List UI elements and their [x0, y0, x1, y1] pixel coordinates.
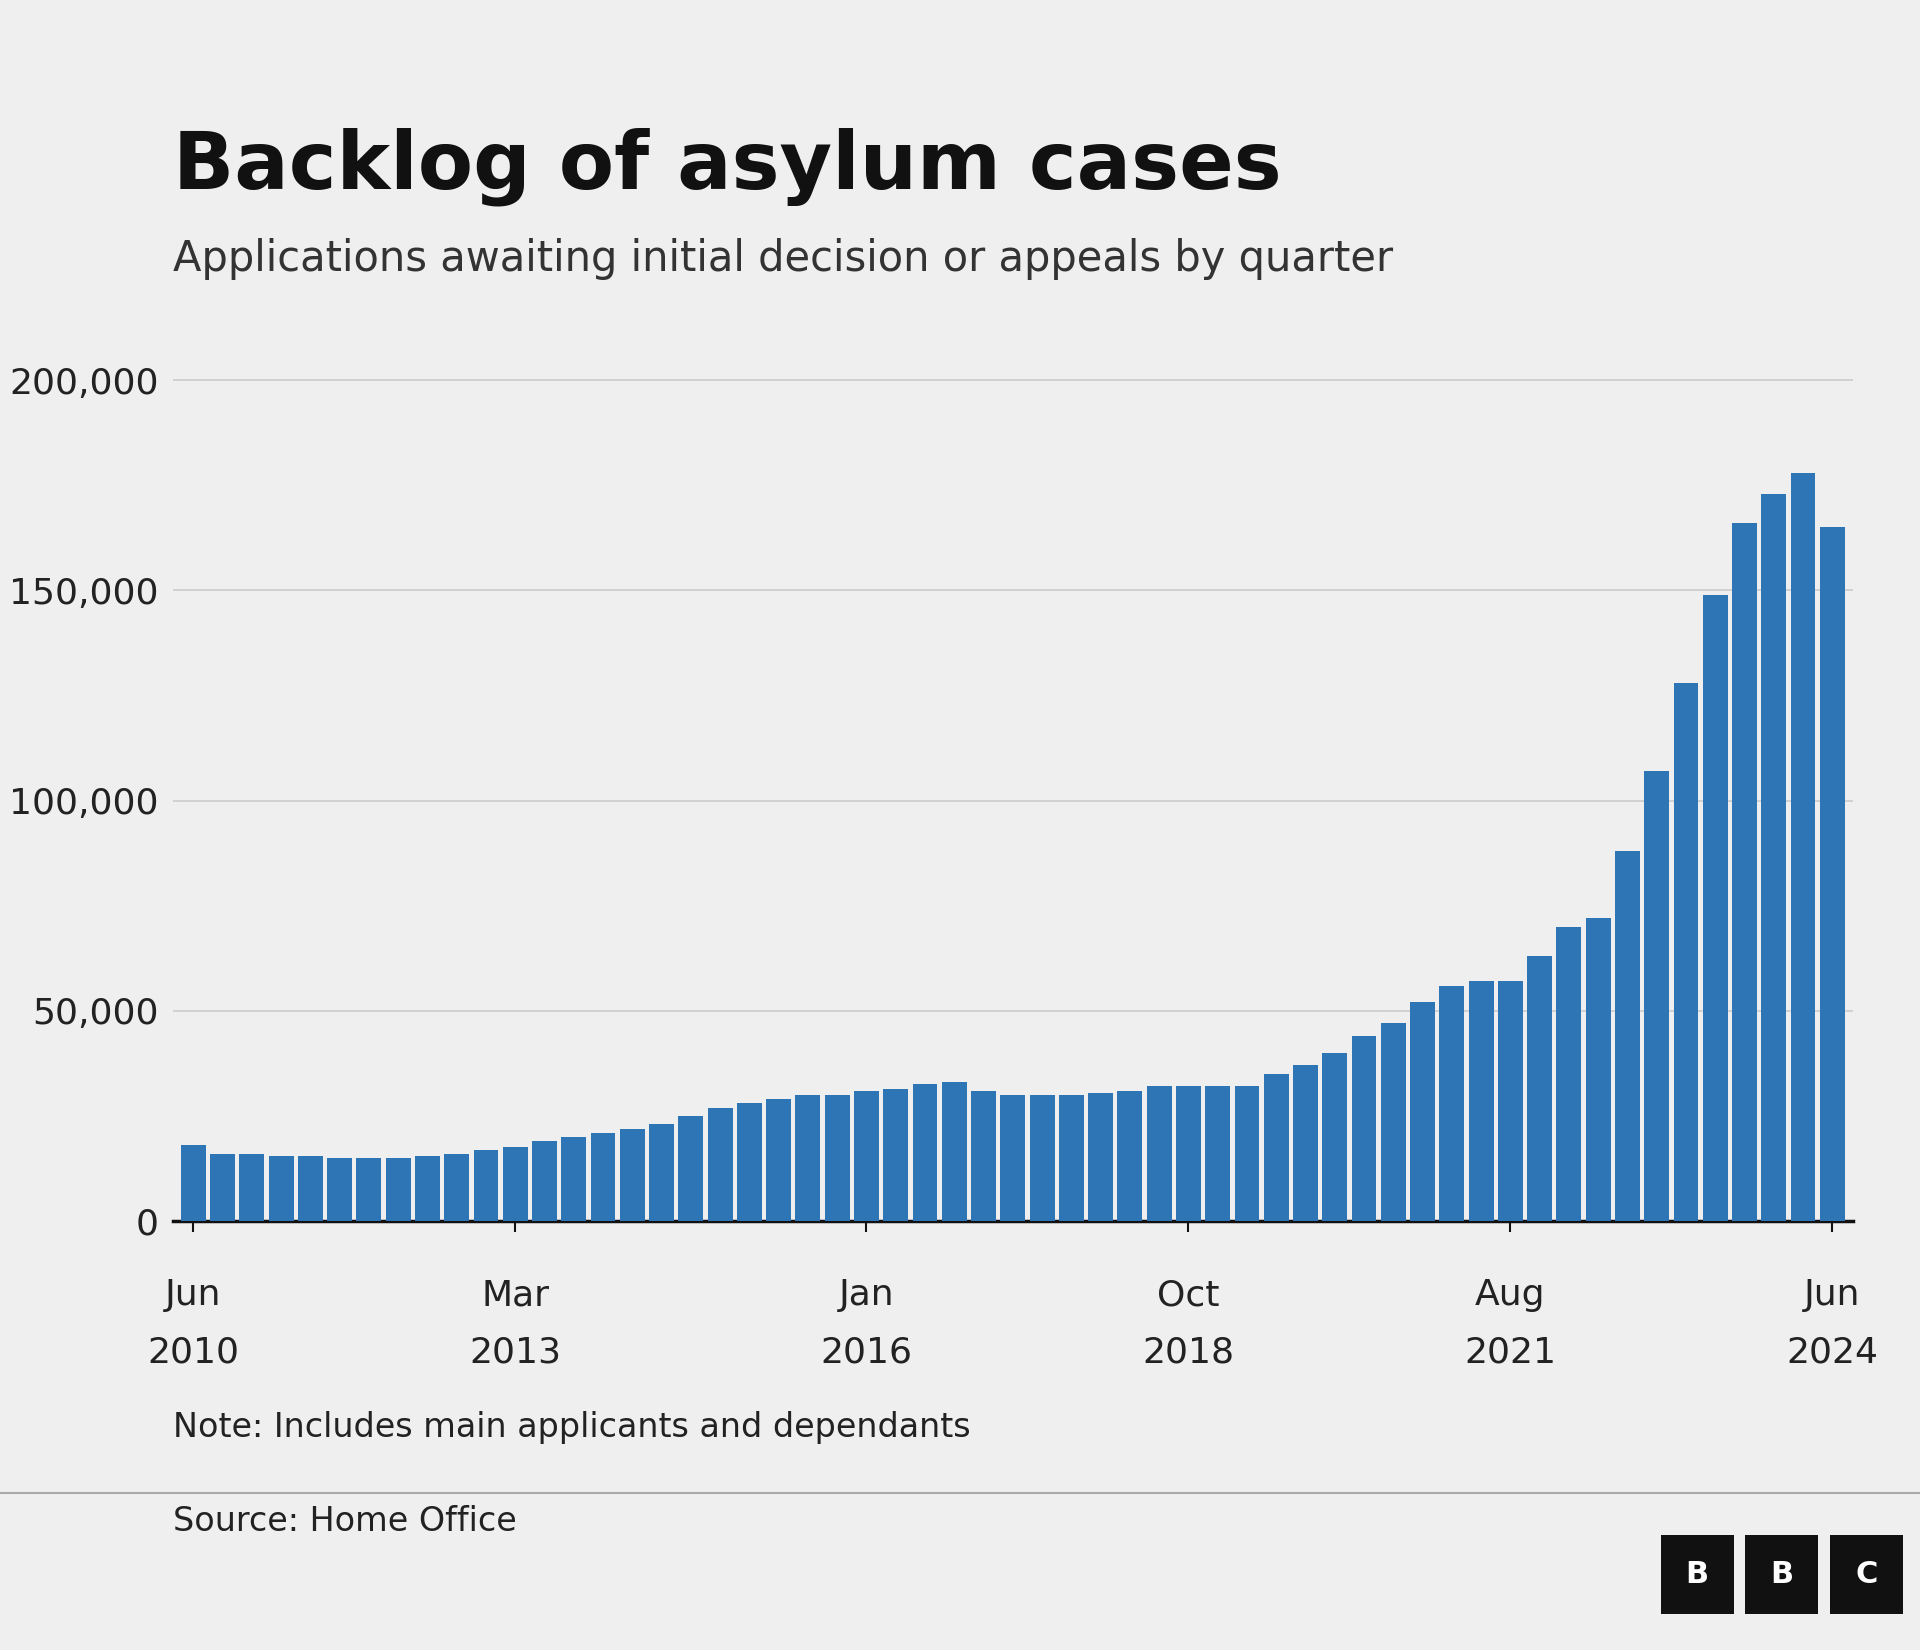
- Bar: [561, 1137, 586, 1221]
- Text: 2010: 2010: [148, 1336, 240, 1369]
- Bar: [240, 1153, 265, 1221]
- Bar: [386, 1158, 411, 1221]
- Bar: [1498, 982, 1523, 1221]
- Text: B: B: [1770, 1559, 1793, 1589]
- Bar: [1206, 1086, 1231, 1221]
- Text: Oct: Oct: [1158, 1279, 1219, 1312]
- Bar: [708, 1107, 733, 1221]
- Bar: [1469, 982, 1494, 1221]
- Bar: [415, 1157, 440, 1221]
- Bar: [1089, 1092, 1114, 1221]
- Text: Source: Home Office: Source: Home Office: [173, 1505, 516, 1538]
- Text: Applications awaiting initial decision or appeals by quarter: Applications awaiting initial decision o…: [173, 239, 1392, 280]
- Text: 2016: 2016: [820, 1336, 912, 1369]
- Bar: [883, 1089, 908, 1221]
- Bar: [1235, 1086, 1260, 1221]
- Bar: [1292, 1066, 1317, 1221]
- Bar: [1791, 474, 1816, 1221]
- Bar: [1526, 955, 1551, 1221]
- Bar: [180, 1145, 205, 1221]
- Bar: [1323, 1053, 1348, 1221]
- Bar: [1409, 1003, 1434, 1221]
- Bar: [1440, 985, 1465, 1221]
- Text: B: B: [1686, 1559, 1709, 1589]
- Bar: [1263, 1074, 1288, 1221]
- Bar: [1060, 1096, 1083, 1221]
- Bar: [269, 1157, 294, 1221]
- Bar: [943, 1082, 966, 1221]
- Text: Note: Includes main applicants and dependants: Note: Includes main applicants and depen…: [173, 1411, 970, 1444]
- Text: Backlog of asylum cases: Backlog of asylum cases: [173, 127, 1281, 206]
- Bar: [1761, 493, 1786, 1221]
- Bar: [795, 1096, 820, 1221]
- Bar: [912, 1084, 937, 1221]
- Bar: [474, 1150, 499, 1221]
- Bar: [1644, 771, 1668, 1221]
- Bar: [591, 1132, 616, 1221]
- Bar: [357, 1158, 382, 1221]
- Bar: [1000, 1096, 1025, 1221]
- Bar: [1117, 1091, 1142, 1221]
- Bar: [209, 1153, 234, 1221]
- Bar: [1586, 919, 1611, 1221]
- Bar: [1146, 1086, 1171, 1221]
- Bar: [766, 1099, 791, 1221]
- Text: Aug: Aug: [1475, 1279, 1546, 1312]
- Text: Jun: Jun: [165, 1279, 221, 1312]
- Bar: [737, 1104, 762, 1221]
- Bar: [532, 1142, 557, 1221]
- Bar: [1615, 851, 1640, 1221]
- Text: 2018: 2018: [1142, 1336, 1235, 1369]
- Bar: [1380, 1023, 1405, 1221]
- Bar: [1029, 1096, 1054, 1221]
- Text: 2024: 2024: [1786, 1336, 1878, 1369]
- Bar: [678, 1115, 703, 1221]
- Bar: [1557, 927, 1582, 1221]
- Text: 2021: 2021: [1465, 1336, 1557, 1369]
- Bar: [503, 1147, 528, 1221]
- Bar: [972, 1091, 996, 1221]
- Text: Mar: Mar: [482, 1279, 549, 1312]
- Bar: [1175, 1086, 1200, 1221]
- Bar: [444, 1153, 468, 1221]
- Bar: [1732, 523, 1757, 1221]
- Bar: [826, 1096, 851, 1221]
- Text: 2013: 2013: [468, 1336, 561, 1369]
- Bar: [298, 1157, 323, 1221]
- Bar: [1703, 594, 1728, 1221]
- Text: Jan: Jan: [839, 1279, 895, 1312]
- Bar: [854, 1091, 879, 1221]
- Text: C: C: [1855, 1559, 1878, 1589]
- Bar: [649, 1124, 674, 1221]
- Bar: [1352, 1036, 1377, 1221]
- Bar: [326, 1158, 351, 1221]
- Text: Jun: Jun: [1805, 1279, 1860, 1312]
- Bar: [1674, 683, 1699, 1221]
- Bar: [620, 1129, 645, 1221]
- Bar: [1820, 528, 1845, 1221]
